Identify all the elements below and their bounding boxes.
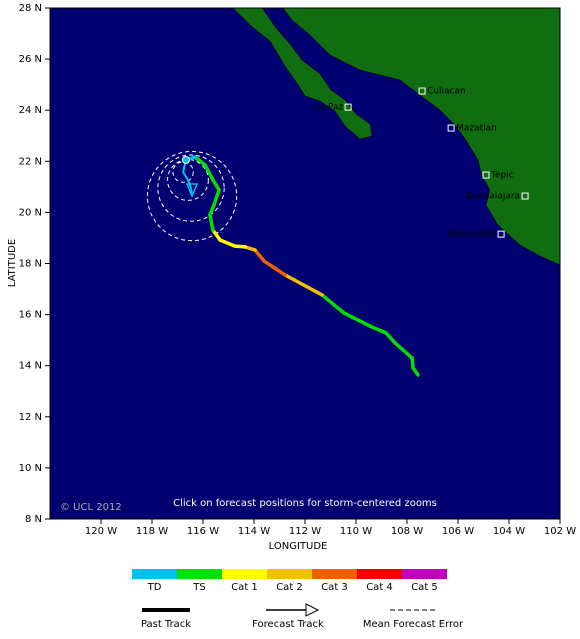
- intensity-swatch: [357, 569, 402, 579]
- x-tick-label: 112 W: [289, 526, 321, 537]
- y-axis-label: LATITUDE: [7, 239, 18, 287]
- intensity-swatch: [267, 569, 312, 579]
- y-tick-label: 10 N: [19, 463, 42, 474]
- past-track-segment: [368, 324, 388, 335]
- intensity-label: TD: [147, 582, 162, 593]
- current-position: [181, 156, 190, 165]
- y-tick-label: 26 N: [19, 54, 42, 65]
- forecast-error-circle: [167, 159, 209, 201]
- x-tick-label: 114 W: [238, 526, 270, 537]
- y-tick-label: 22 N: [19, 156, 42, 167]
- y-tick-label: 20 N: [19, 207, 42, 218]
- past-track-segment: [211, 228, 222, 242]
- intensity-label: TS: [192, 582, 205, 593]
- x-tick-label: 110 W: [340, 526, 372, 537]
- city-marker: [447, 124, 455, 132]
- land: [232, 8, 560, 266]
- legend-label: Forecast Track: [252, 619, 324, 630]
- y-tick-label: 18 N: [19, 259, 42, 270]
- intensity-label: Cat 3: [321, 582, 348, 593]
- intensity-swatch: [177, 569, 222, 579]
- line-legend: Past Track Forecast Track Mean Forecast …: [141, 603, 464, 630]
- city-label: Guadalajara: [465, 192, 520, 202]
- past-track-segment: [211, 178, 221, 192]
- intensity-swatch: [222, 569, 267, 579]
- past-track-segment: [320, 293, 346, 315]
- intensity-label: Cat 2: [276, 582, 303, 593]
- x-tick-label: 106 W: [442, 526, 474, 537]
- y-tick-label: 16 N: [19, 310, 42, 321]
- intensity-swatch: [312, 569, 357, 579]
- past-track-segment: [208, 203, 216, 217]
- city-marker: [418, 87, 426, 95]
- legend-label: Mean Forecast Error: [363, 619, 464, 630]
- y-tick-label: 28 N: [19, 3, 42, 14]
- intensity-label: Cat 5: [411, 582, 438, 593]
- past-track-segment: [283, 273, 324, 297]
- forecast-error-circle: [157, 154, 225, 222]
- note: Click on forecast positions for storm-ce…: [173, 498, 437, 509]
- x-tick-label: 104 W: [493, 526, 525, 537]
- baja-california: [232, 8, 373, 140]
- intensity-swatch: [402, 569, 447, 579]
- city-marker: [521, 192, 529, 200]
- past-track-segment: [384, 331, 397, 345]
- forecast-track: [182, 159, 194, 197]
- city-label: La Paz: [314, 103, 343, 113]
- city-marker: [482, 171, 490, 179]
- past-track-segment: [212, 188, 221, 207]
- city-label: Culiacan: [427, 87, 466, 97]
- legend-label: Past Track: [141, 619, 191, 630]
- past-track-segment: [253, 248, 266, 263]
- intensity-label: Cat 4: [366, 582, 393, 593]
- legend-arrow: [305, 603, 320, 617]
- intensity-label: Cat 1: [231, 582, 258, 593]
- forecast-arrow: [185, 183, 199, 198]
- x-tick-label: 120 W: [85, 526, 117, 537]
- city-label: Manzanillo: [448, 230, 496, 240]
- past-track-segment: [208, 213, 215, 232]
- x-tick-label: 108 W: [391, 526, 423, 537]
- past-track-segment: [342, 311, 372, 328]
- forecast-error-circle: [146, 150, 238, 242]
- x-tick-label: 102 W: [544, 526, 576, 537]
- past-track-segment: [262, 259, 287, 277]
- past-track-segment: [193, 155, 207, 167]
- past-track-segment: [393, 341, 414, 360]
- y-tick-label: 12 N: [19, 412, 42, 423]
- y-tick-label: 14 N: [19, 361, 42, 372]
- mainland-mexico: [282, 8, 560, 266]
- city-label: Mazatlan: [456, 124, 497, 134]
- city-label: Tepic: [490, 171, 514, 181]
- x-axis-label: LONGITUDE: [269, 541, 328, 552]
- city-marker: [497, 230, 505, 238]
- x-tick-label: 116 W: [187, 526, 219, 537]
- city-marker: [344, 103, 352, 111]
- y-tick-label: 24 N: [19, 105, 42, 116]
- x-tick-label: 118 W: [136, 526, 168, 537]
- forecast-error-circle: [172, 161, 194, 183]
- past-track-segment: [218, 238, 237, 248]
- copyright: © UCL 2012: [60, 502, 122, 513]
- y-tick-label: 8 N: [25, 514, 42, 525]
- past-track-segment: [203, 163, 215, 182]
- intensity-swatch: [132, 569, 177, 579]
